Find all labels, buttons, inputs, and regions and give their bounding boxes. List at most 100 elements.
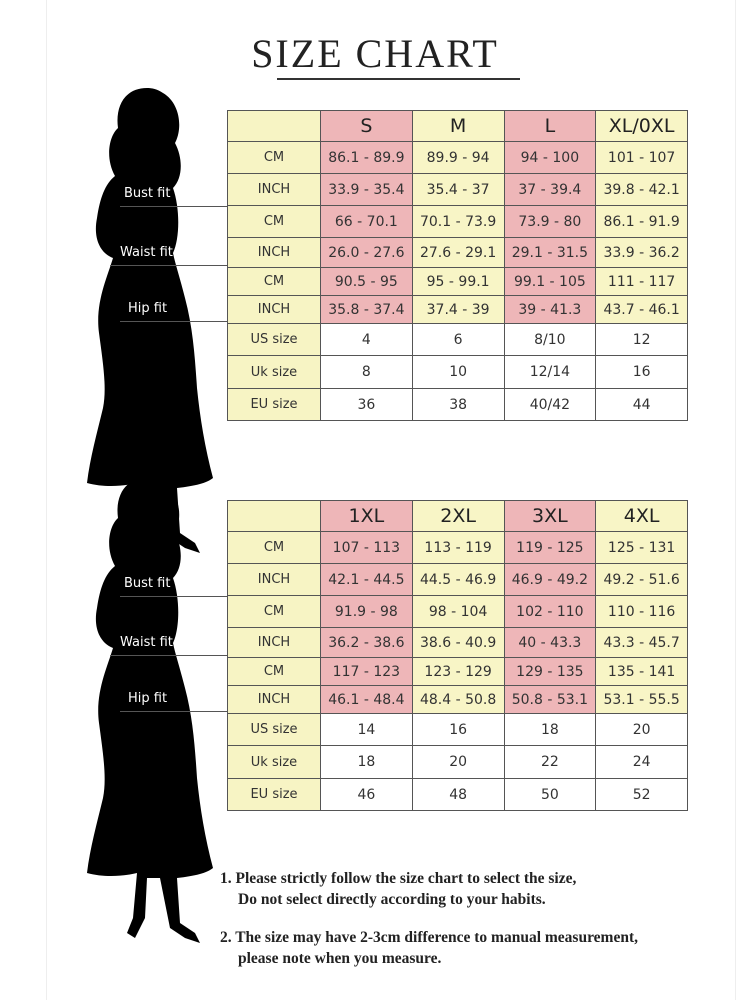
size-value-cell: 14 — [320, 713, 413, 746]
size-value-cell: 16 — [595, 355, 688, 389]
row-label: CM — [227, 141, 321, 174]
size-value-cell: 107 - 113 — [320, 531, 413, 564]
row-label: CM — [227, 595, 321, 628]
size-value-cell: 91.9 - 98 — [320, 595, 413, 628]
row-label: INCH — [227, 295, 321, 324]
size-value-cell: 10 — [411, 355, 505, 389]
size-value-cell: 95 - 99.1 — [411, 267, 505, 296]
size-value-cell: 48.4 - 50.8 — [411, 685, 505, 714]
table-row: Uk size 18 20 22 24 — [227, 745, 688, 779]
size-header-row: 1XL 2XL 3XL 4XL — [227, 500, 688, 532]
size-value-cell: 86.1 - 89.9 — [320, 141, 413, 174]
size-value-cell: 43.3 - 45.7 — [595, 627, 688, 658]
row-label: EU size — [227, 778, 321, 811]
size-value-cell: 20 — [595, 713, 688, 746]
size-header-3xl: 3XL — [503, 500, 597, 532]
table-row: CM 91.9 - 98 98 - 104 102 - 110 110 - 116 — [227, 595, 688, 628]
size-value-cell: 73.9 - 80 — [503, 205, 597, 238]
woman-silhouette-icon — [87, 478, 213, 943]
waist-fit-label: Waist fit — [120, 245, 173, 260]
size-header-2xl: 2XL — [411, 500, 505, 532]
size-value-cell: 37.4 - 39 — [411, 295, 505, 324]
row-label: CM — [227, 267, 321, 296]
size-value-cell: 20 — [411, 745, 505, 779]
size-value-cell: 129 - 135 — [503, 657, 597, 686]
size-value-cell: 39.8 - 42.1 — [595, 173, 688, 206]
size-value-cell: 52 — [595, 778, 688, 811]
size-value-cell: 35.4 - 37 — [411, 173, 505, 206]
size-value-cell: 49.2 - 51.6 — [595, 563, 688, 596]
hip-fit-line — [120, 711, 227, 712]
size-table-2: 1XL 2XL 3XL 4XL CM 107 - 113 113 - 119 119 - 12… — [227, 500, 688, 811]
size-value-cell: 117 - 123 — [320, 657, 413, 686]
row-label: INCH — [227, 685, 321, 714]
page-frame — [46, 0, 736, 1000]
size-value-cell: 29.1 - 31.5 — [503, 237, 597, 268]
waist-fit-line — [110, 655, 227, 656]
size-table-1: S M L XL/0XL CM 86.1 - 89.9 89.9 - 94 94 - 100 1… — [227, 110, 688, 421]
page-title: SIZE CHART — [251, 31, 499, 76]
size-value-cell: 50.8 - 53.1 — [503, 685, 597, 714]
size-value-cell: 70.1 - 73.9 — [411, 205, 505, 238]
table-row: EU size 36 38 40/42 44 — [227, 388, 688, 421]
bust-fit-label: Bust fit — [124, 576, 171, 591]
hip-fit-line — [120, 321, 227, 322]
size-value-cell: 36 — [320, 388, 413, 421]
size-value-cell: 38 — [411, 388, 505, 421]
size-value-cell: 4 — [320, 323, 413, 356]
size-value-cell: 18 — [503, 713, 597, 746]
row-label: INCH — [227, 627, 321, 658]
size-header-l: L — [503, 110, 597, 142]
size-value-cell: 53.1 - 55.5 — [595, 685, 688, 714]
table-row: INCH 36.2 - 38.6 38.6 - 40.9 40 - 43.3 43.3 … — [227, 627, 688, 658]
title-underline — [277, 78, 520, 80]
note-2-line-1: 2. The size may have 2-3cm difference to… — [220, 929, 639, 946]
size-value-cell: 125 - 131 — [595, 531, 688, 564]
size-value-cell: 90.5 - 95 — [320, 267, 413, 296]
size-header-1xl: 1XL — [320, 500, 413, 532]
row-label: INCH — [227, 237, 321, 268]
size-value-cell: 18 — [320, 745, 413, 779]
row-label: US size — [227, 323, 321, 356]
size-header-s: S — [320, 110, 413, 142]
row-label: INCH — [227, 563, 321, 596]
size-value-cell: 94 - 100 — [503, 141, 597, 174]
woman-silhouette-icon — [87, 88, 213, 553]
table-row: CM 107 - 113 113 - 119 119 - 125 125 - 131 — [227, 531, 688, 564]
note-1: 1. Please strictly follow the size chart… — [220, 868, 576, 910]
note-1-line-1: 1. Please strictly follow the size chart… — [220, 870, 577, 887]
table-row: CM 90.5 - 95 95 - 99.1 99.1 - 105 111 - 117 — [227, 267, 688, 296]
size-header-xl-0xl: XL/0XL — [595, 110, 688, 142]
size-value-cell: 38.6 - 40.9 — [411, 627, 505, 658]
row-label: CM — [227, 531, 321, 564]
note-2: 2. The size may have 2-3cm difference to… — [220, 927, 638, 969]
header-blank-cell — [227, 110, 321, 142]
waist-fit-line — [110, 265, 227, 266]
size-value-cell: 8/10 — [503, 323, 597, 356]
size-value-cell: 44 — [595, 388, 688, 421]
note-2-line-2: please note when you measure. — [238, 950, 442, 967]
size-header-4xl: 4XL — [595, 500, 688, 532]
size-value-cell: 12 — [595, 323, 688, 356]
size-value-cell: 101 - 107 — [595, 141, 688, 174]
size-header-row: S M L XL/0XL — [227, 110, 688, 142]
table-row: INCH 42.1 - 44.5 44.5 - 46.9 46.9 - 49.2 49.… — [227, 563, 688, 596]
bust-fit-line — [120, 596, 227, 597]
table-row: EU size 46 48 50 52 — [227, 778, 688, 811]
bust-fit-line — [120, 206, 227, 207]
waist-fit-label: Waist fit — [120, 635, 173, 650]
table-row: INCH 33.9 - 35.4 35.4 - 37 37 - 39.4 39.8 - … — [227, 173, 688, 206]
size-value-cell: 24 — [595, 745, 688, 779]
size-value-cell: 43.7 - 46.1 — [595, 295, 688, 324]
table-row: INCH 35.8 - 37.4 37.4 - 39 39 - 41.3 43.7 - … — [227, 295, 688, 324]
size-value-cell: 40/42 — [503, 388, 597, 421]
row-label: Uk size — [227, 745, 321, 779]
note-1-line-2: Do not select directly according to your… — [238, 891, 546, 908]
row-label: CM — [227, 657, 321, 686]
size-value-cell: 99.1 - 105 — [503, 267, 597, 296]
size-value-cell: 26.0 - 27.6 — [320, 237, 413, 268]
size-value-cell: 113 - 119 — [411, 531, 505, 564]
row-label: INCH — [227, 173, 321, 206]
size-value-cell: 98 - 104 — [411, 595, 505, 628]
size-value-cell: 50 — [503, 778, 597, 811]
